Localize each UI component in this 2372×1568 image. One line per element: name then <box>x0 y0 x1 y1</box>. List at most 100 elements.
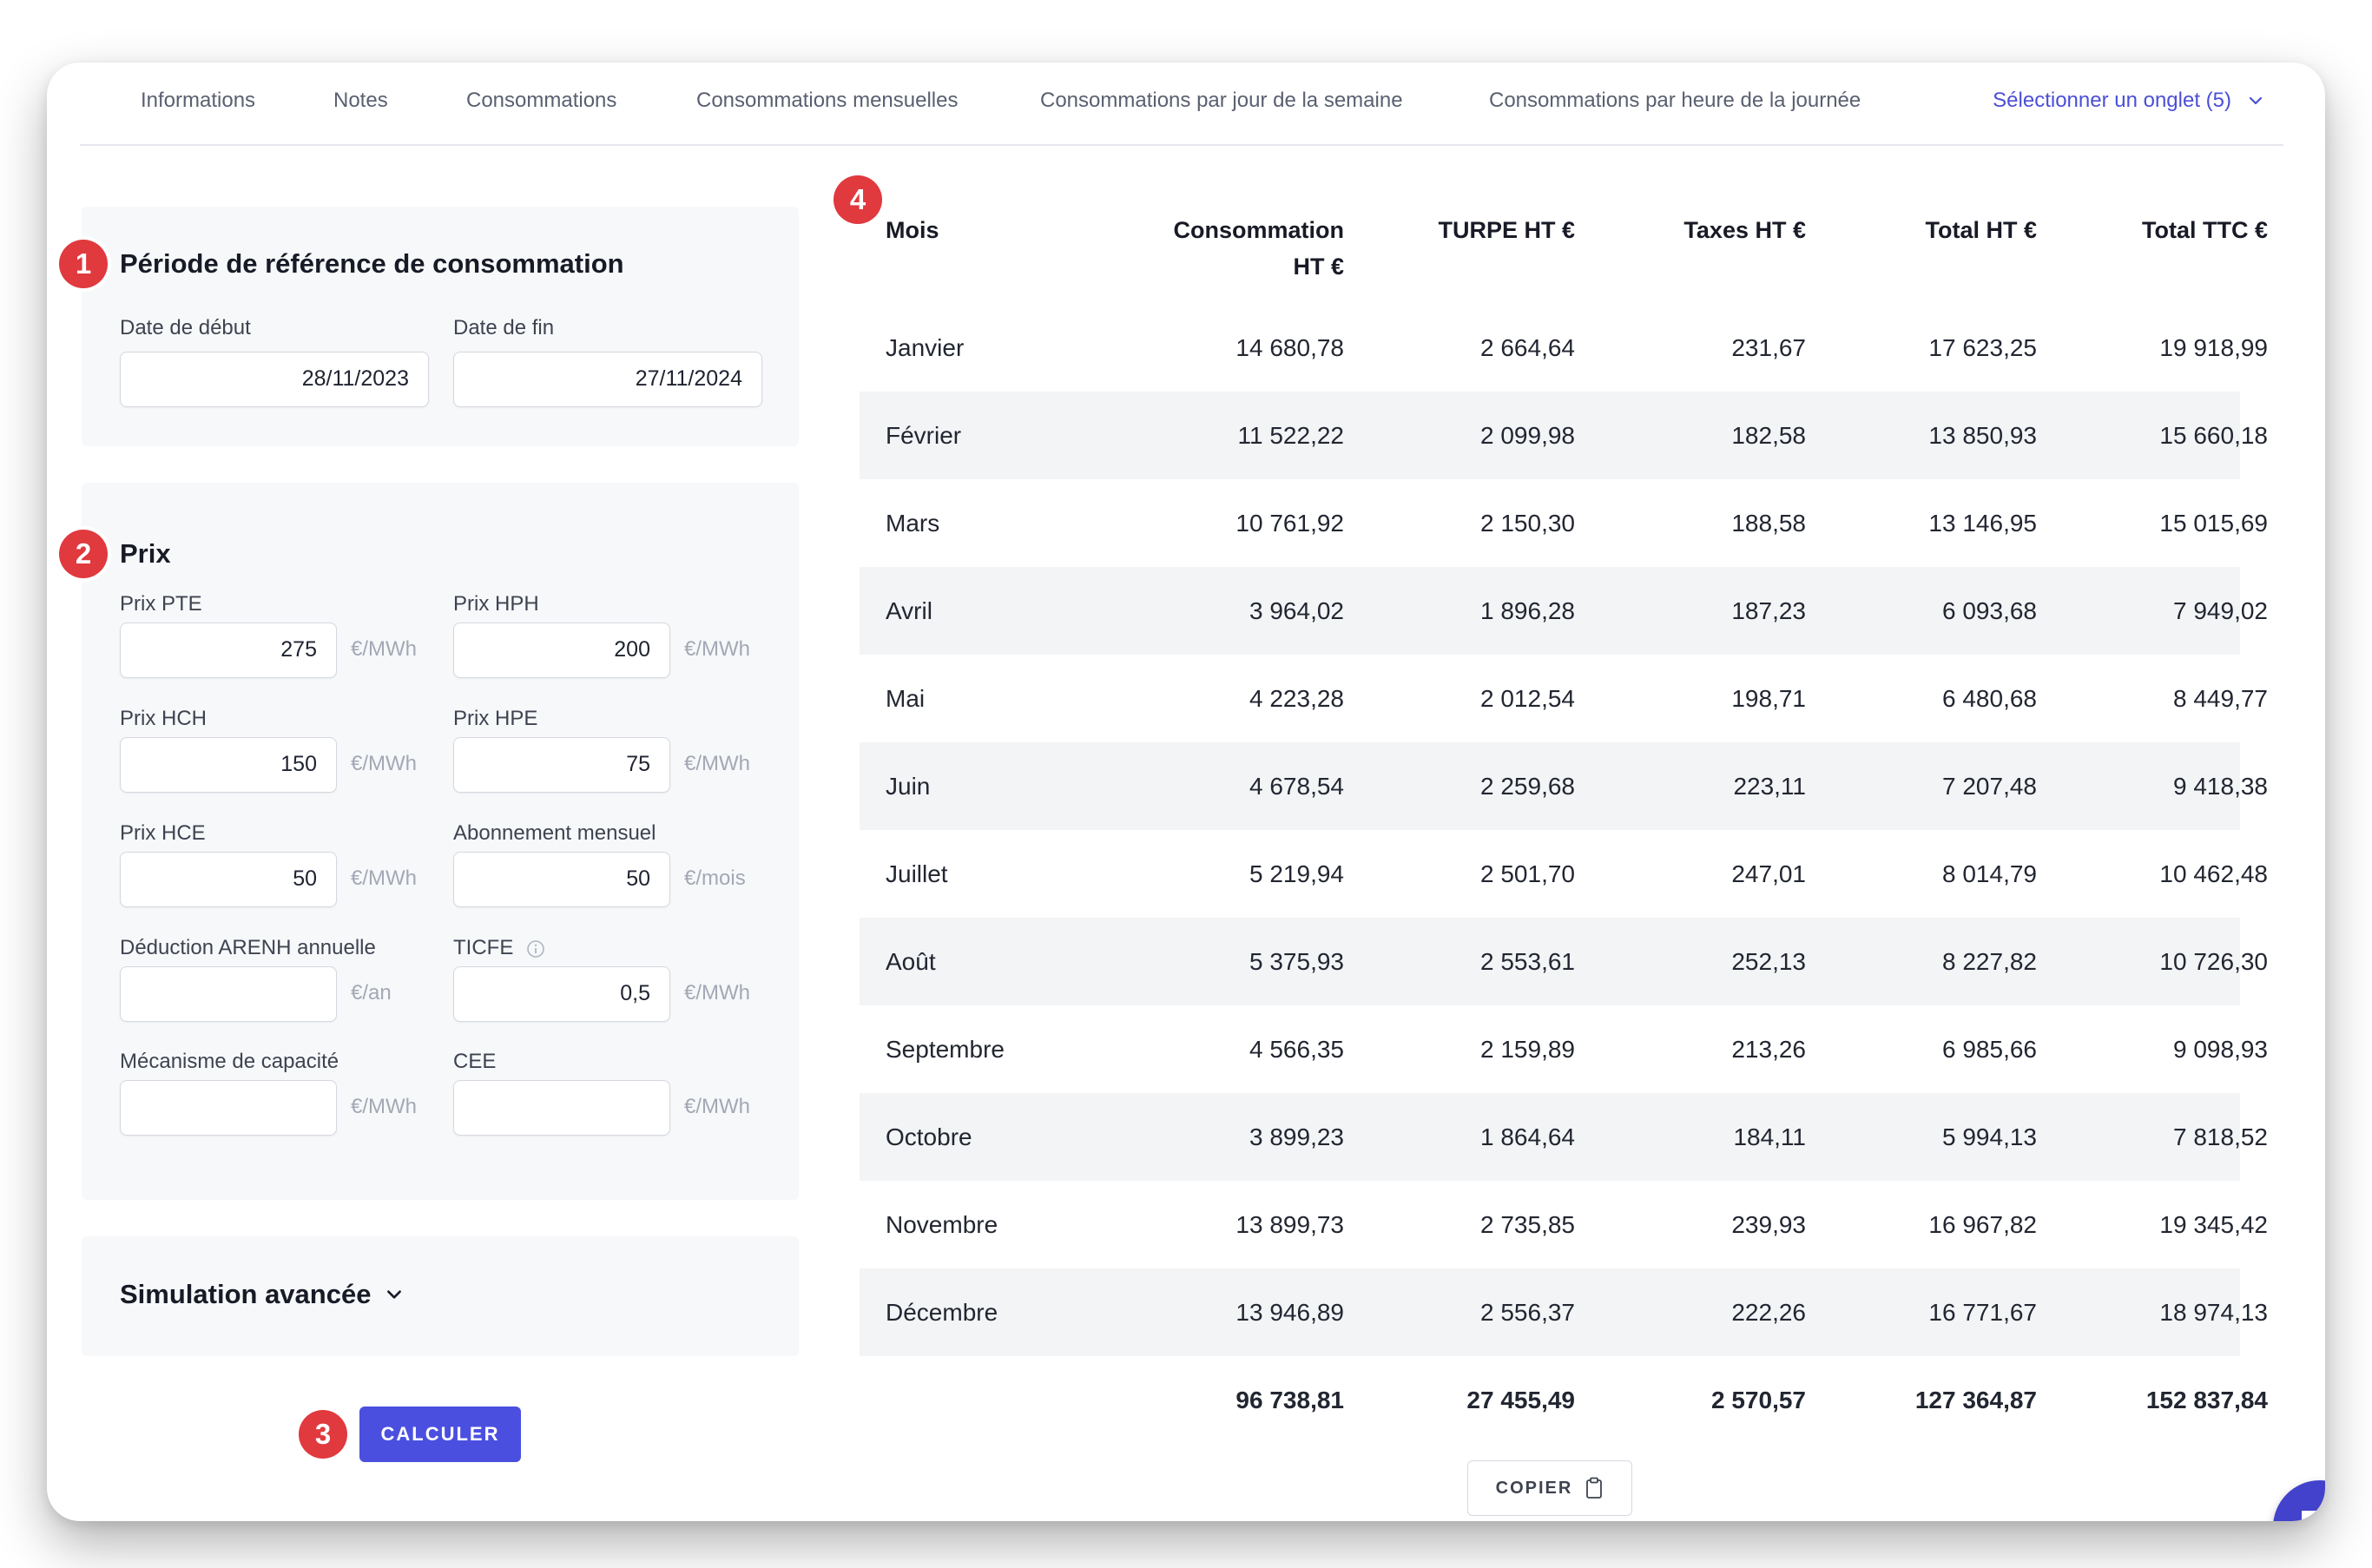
prix-pte-label: Prix PTE <box>120 592 202 616</box>
ticfe-unit: €/MWh <box>684 981 751 1005</box>
tab-consommations-mensuelles[interactable]: Consommations mensuelles <box>696 89 959 112</box>
prix-hph-unit: €/MWh <box>684 637 751 661</box>
cee-unit: €/MWh <box>684 1095 751 1118</box>
header-turpe: TURPE HT € <box>1438 217 1575 243</box>
tab-notes[interactable]: Notes <box>333 89 388 112</box>
capacite-unit: €/MWh <box>351 1095 418 1118</box>
advanced-toggle[interactable]: Simulation avancée <box>120 1279 404 1310</box>
table-row: Février 11 522,22 2 099,98 182,58 13 850,93 1… <box>860 392 2268 479</box>
tab-select-label: Sélectionner un onglet (5) <box>1993 89 2231 112</box>
chevron-down-icon <box>2249 96 2263 105</box>
cell-total-ht: 5 994,13 <box>1942 1123 2037 1150</box>
cell-taxes: 222,26 <box>1731 1299 1806 1326</box>
cell-total-ht: 8 014,79 <box>1942 860 2037 887</box>
chat-button[interactable] <box>2273 1480 2325 1521</box>
tab-consommations[interactable]: Consommations <box>466 89 617 112</box>
ticfe-input[interactable]: 0,5 <box>453 966 670 1022</box>
prix-hpe-label: Prix HPE <box>453 707 538 730</box>
table-row: Avril 3 964,02 1 896,28 187,23 6 093,68 7 949… <box>860 567 2268 655</box>
prix-hph-input[interactable]: 200 <box>453 623 670 678</box>
tab-select-dropdown[interactable]: Sélectionner un onglet (5) <box>1993 89 2264 113</box>
period-title: Période de référence de consommation <box>120 248 624 279</box>
header-taxes: Taxes HT € <box>1683 217 1806 243</box>
cell-turpe: 2 664,64 <box>1480 334 1575 361</box>
prix-hch-input[interactable]: 150 <box>120 737 337 793</box>
prix-hpe-input[interactable]: 75 <box>453 737 670 793</box>
prix-hce-unit: €/MWh <box>351 866 418 890</box>
chevron-down-icon <box>387 1290 402 1299</box>
advanced-title: Simulation avancée <box>120 1279 372 1309</box>
table-row: Décembre 13 946,89 2 556,37 222,26 16 771,67… <box>860 1268 2268 1356</box>
cell-consommation: 3 964,02 <box>1249 597 1344 624</box>
step-badge-4: 4 <box>833 175 882 224</box>
prix-hce-input[interactable]: 50 <box>120 852 337 907</box>
cell-turpe: 27 455,49 <box>1466 1387 1575 1413</box>
cell-consommation: 3 899,23 <box>1249 1123 1344 1150</box>
abonnement-input[interactable]: 50 <box>453 852 670 907</box>
table-row: Août 5 375,93 2 553,61 252,13 8 227,82 10 726… <box>860 918 2268 1005</box>
arenh-input[interactable] <box>120 966 337 1022</box>
cell-total-ttc: 7 949,02 <box>2173 597 2268 624</box>
tab-informations[interactable]: Informations <box>141 89 256 112</box>
cell-total-ttc: 10 726,30 <box>2159 948 2268 975</box>
header-consommation: Consommation HT € <box>1120 212 1344 285</box>
tab-consommations-jour-semaine[interactable]: Consommations par jour de la semaine <box>1040 89 1403 112</box>
header-consommation-line2: HT € <box>1293 254 1344 280</box>
cell-turpe: 1 896,28 <box>1480 597 1575 624</box>
arenh-unit: €/an <box>351 981 392 1005</box>
cell-turpe: 2 735,85 <box>1480 1211 1575 1238</box>
copier-button[interactable]: COPIER <box>1467 1460 1632 1516</box>
prix-hch-unit: €/MWh <box>351 752 418 775</box>
cell-total-ttc: 8 449,77 <box>2173 685 2268 712</box>
capacite-input[interactable] <box>120 1080 337 1136</box>
calculer-button[interactable]: CALCULER <box>359 1407 521 1462</box>
cee-input[interactable] <box>453 1080 670 1136</box>
cell-month: Octobre <box>886 1123 972 1150</box>
step-badge-1: 1 <box>59 240 108 288</box>
cell-total-ht: 17 623,25 <box>1928 334 2037 361</box>
cell-total-ht: 8 227,82 <box>1942 948 2037 975</box>
info-icon[interactable] <box>526 939 545 959</box>
cell-total-ht: 16 771,67 <box>1928 1299 2037 1326</box>
cell-month: Mai <box>886 685 926 712</box>
header-total-ht: Total HT € <box>1925 217 2037 243</box>
cell-month: Décembre <box>886 1299 998 1326</box>
chat-icon <box>2302 1511 2325 1521</box>
cell-month: Septembre <box>886 1036 1005 1063</box>
start-date-input[interactable]: 28/11/2023 <box>120 352 429 407</box>
cell-consommation: 13 899,73 <box>1235 1211 1344 1238</box>
cell-month: Avril <box>886 597 932 624</box>
cell-turpe: 2 012,54 <box>1480 685 1575 712</box>
cell-turpe: 2 553,61 <box>1480 948 1575 975</box>
cell-turpe: 1 864,64 <box>1480 1123 1575 1150</box>
cell-taxes: 247,01 <box>1731 860 1806 887</box>
end-date-input[interactable]: 27/11/2024 <box>453 352 762 407</box>
copier-label: COPIER <box>1495 1478 1573 1498</box>
prix-pte-input[interactable]: 275 <box>120 623 337 678</box>
prix-hch-label: Prix HCH <box>120 707 207 730</box>
cell-taxes: 2 570,57 <box>1711 1387 1806 1413</box>
cell-total-ht: 127 364,87 <box>1914 1387 2037 1413</box>
cell-consommation: 96 738,81 <box>1235 1387 1344 1413</box>
advanced-panel <box>82 1236 799 1356</box>
cell-consommation: 4 678,54 <box>1249 773 1344 800</box>
step-badge-3: 3 <box>299 1410 347 1459</box>
table-row: Mars 10 761,92 2 150,30 188,58 13 146,95 15 0… <box>860 479 2268 567</box>
cell-total-ht: 13 850,93 <box>1928 422 2037 449</box>
cell-total-ht: 7 207,48 <box>1942 773 2037 800</box>
header-consommation-line1: Consommation <box>1173 217 1344 243</box>
cell-turpe: 2 501,70 <box>1480 860 1575 887</box>
end-date-label: Date de fin <box>453 316 555 339</box>
header-total-ttc: Total TTC € <box>2142 217 2268 243</box>
app-window: Informations Notes Consommations Consomm… <box>47 63 2325 1521</box>
cell-total-ttc: 10 462,48 <box>2159 860 2268 887</box>
prix-hpe-unit: €/MWh <box>684 752 751 775</box>
table-row: Octobre 3 899,23 1 864,64 184,11 5 994,13 7 8… <box>860 1093 2268 1181</box>
cell-turpe: 2 159,89 <box>1480 1036 1575 1063</box>
cell-taxes: 231,67 <box>1731 334 1806 361</box>
prix-hph-label: Prix HPH <box>453 592 539 616</box>
cell-turpe: 2 150,30 <box>1480 510 1575 537</box>
tab-consommations-heure-journee[interactable]: Consommations par heure de la journée <box>1489 89 1861 112</box>
capacite-label: Mécanisme de capacité <box>120 1050 339 1073</box>
ticfe-label: TICFE <box>453 936 514 959</box>
